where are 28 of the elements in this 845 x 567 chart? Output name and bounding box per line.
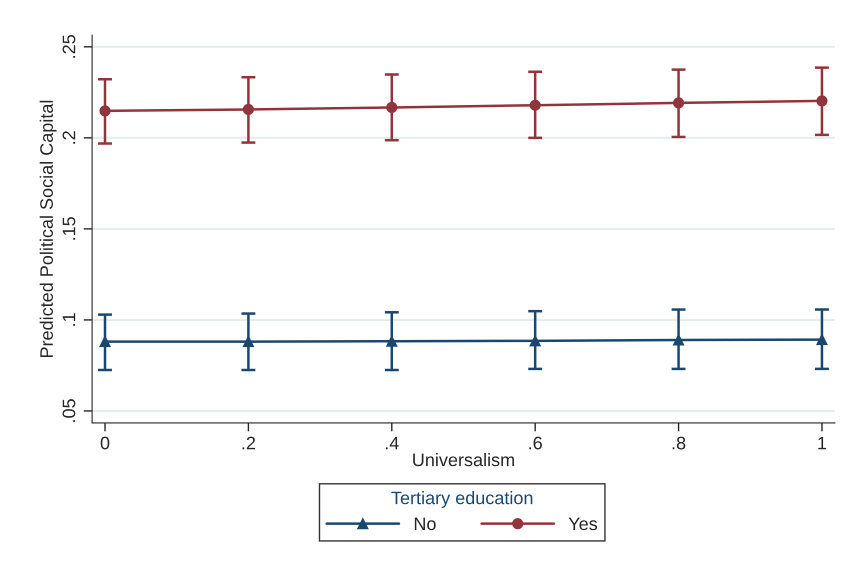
- x-tick-label: 1: [818, 436, 826, 450]
- x-tick-label: .2: [242, 436, 256, 450]
- y-tick-label: .15: [62, 217, 76, 240]
- point: [673, 334, 684, 346]
- point: [99, 336, 111, 348]
- y-axis-title: Predicted Political Social Capital: [40, 100, 57, 358]
- point: [386, 102, 398, 113]
- y-tick-label: .1: [62, 313, 76, 326]
- legend-title: Tertiary education: [391, 491, 532, 508]
- point: [673, 97, 684, 108]
- x-tick-label: 0: [100, 436, 110, 450]
- x-tick-label: .4: [386, 436, 399, 450]
- point: [386, 336, 398, 347]
- point: [530, 100, 541, 111]
- point: [99, 105, 111, 116]
- y-tick-label: .25: [62, 35, 76, 58]
- x-tick-label: .6: [529, 436, 542, 450]
- y-tick-label: .2: [62, 131, 76, 144]
- legend-label: No: [414, 518, 436, 530]
- point: [242, 336, 254, 348]
- x-tick-label: .8: [672, 436, 686, 450]
- y-tick-label: .05: [62, 399, 76, 422]
- point: [530, 335, 541, 346]
- legend-label: Yes: [568, 518, 598, 530]
- point: [816, 95, 828, 106]
- x-axis-title: Universalism: [413, 453, 514, 466]
- point: [242, 104, 254, 115]
- point: [816, 334, 828, 346]
